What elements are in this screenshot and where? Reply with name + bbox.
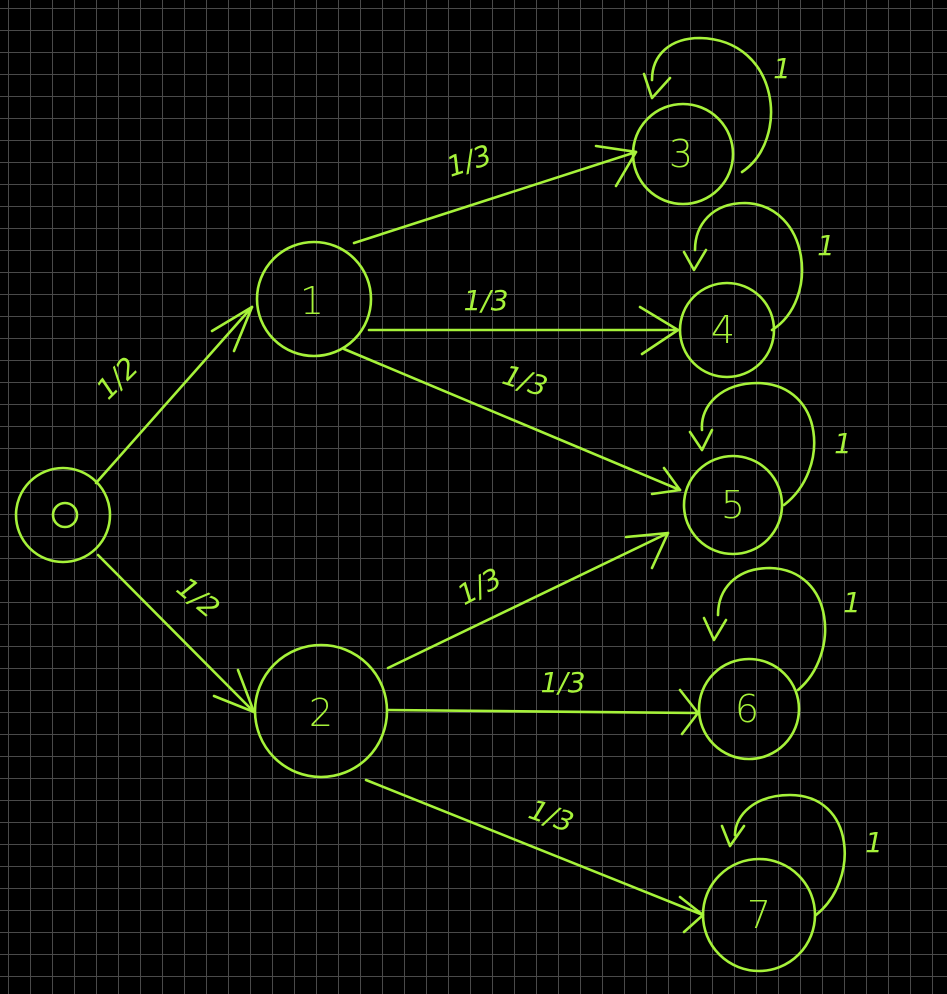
node-1-label: 1 — [300, 279, 324, 323]
node-7-label: 7 — [747, 893, 771, 937]
self-loop-3: 1 — [642, 36, 791, 174]
self-loop-5-label: 1 — [834, 427, 852, 460]
edge-0-2-label: 1/2 — [170, 571, 226, 625]
edge-2-6-label: 1/3 — [540, 666, 585, 699]
node-5-label: 5 — [721, 483, 745, 527]
self-loop-7: 1 — [720, 793, 883, 917]
node-2: 2 — [253, 643, 389, 779]
node-2-label: 2 — [309, 691, 333, 735]
edge-1-3: 1/3 — [352, 138, 638, 245]
self-loop-5: 1 — [688, 381, 852, 507]
edge-2-6: 1/3 — [386, 666, 700, 736]
node-3: 3 — [631, 102, 735, 206]
edge-2-7: 1/3 — [364, 778, 705, 934]
edge-1-4: 1/3 — [367, 284, 680, 356]
edge-0-2: 1/2 — [96, 553, 256, 714]
edge-2-5: 1/3 — [386, 531, 670, 670]
self-loop-4-label: 1 — [817, 229, 835, 262]
edge-1-4-label: 1/3 — [463, 284, 508, 317]
self-loop-7-label: 1 — [865, 826, 883, 859]
node-4-label: 4 — [711, 308, 735, 352]
edge-1-5: 1/3 — [342, 347, 682, 496]
node-4: 4 — [678, 281, 776, 379]
self-loop-6: 1 — [702, 566, 861, 692]
self-loop-4: 1 — [682, 201, 835, 332]
edge-0-1: 1/2 — [90, 305, 254, 485]
self-loop-3-label: 1 — [773, 52, 791, 85]
node-7: 7 — [701, 857, 817, 973]
edge-0-1-label: 1/2 — [90, 351, 145, 406]
edge-1-5-label: 1/3 — [498, 358, 551, 403]
node-0: 0 — [14, 466, 112, 564]
edge-2-5-label: 1/3 — [452, 561, 507, 611]
edge-1-3-label: 1/3 — [443, 138, 496, 183]
node-6: 6 — [697, 657, 801, 761]
self-loop-6-label: 1 — [843, 586, 861, 619]
node-5: 5 — [682, 454, 784, 556]
node-6-label: 6 — [735, 687, 759, 731]
edge-2-7-label: 1/3 — [524, 793, 578, 839]
node-3-label: 3 — [669, 132, 693, 176]
node-1: 1 — [255, 240, 373, 358]
node-0-label: 0 — [53, 493, 77, 537]
